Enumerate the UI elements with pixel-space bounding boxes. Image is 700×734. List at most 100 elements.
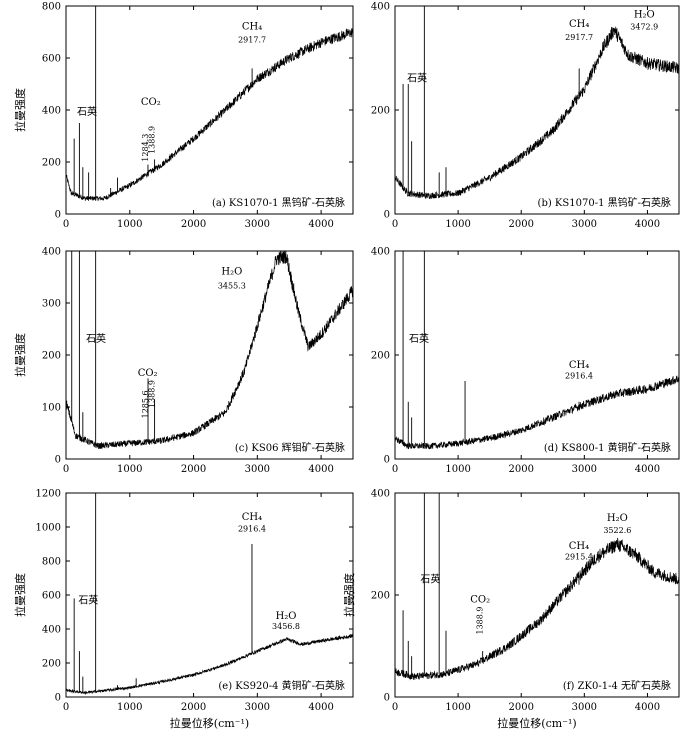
peak-label: 1285.6 <box>141 390 150 418</box>
peak-label: CH₄ <box>242 21 262 32</box>
x-tick-label: 1000 <box>445 219 470 230</box>
y-tick-label: 400 <box>42 247 61 258</box>
x-tick-label: 1000 <box>445 702 470 713</box>
y-axis-label: 拉曼强度 <box>13 88 27 132</box>
peak-label: 2916.4 <box>565 371 593 380</box>
peak-label: 石英 <box>86 332 106 345</box>
x-tick-label: 4000 <box>635 702 660 713</box>
x-tick-label: 0 <box>392 219 398 230</box>
peak-label: 1284.3 <box>141 134 150 162</box>
y-tick-label: 1000 <box>36 523 61 534</box>
x-tick-label: 2000 <box>181 702 206 713</box>
y-tick-label: 200 <box>371 106 390 117</box>
peak-label: 2917.7 <box>565 33 593 42</box>
peak-label: 3455.3 <box>218 281 246 290</box>
x-tick-label: 0 <box>392 464 398 475</box>
y-tick-label: 600 <box>42 54 61 65</box>
peak-label: 石英 <box>78 594 98 607</box>
y-axis-label: 拉曼强度 <box>342 573 356 617</box>
y-tick-label: 200 <box>42 158 61 169</box>
spectrum-line <box>395 375 679 450</box>
peak-label: 石英 <box>409 332 429 345</box>
y-tick-label: 200 <box>371 351 390 362</box>
peak-label: 1388.9 <box>148 380 157 408</box>
y-tick-label: 400 <box>42 106 61 117</box>
x-tick-label: 0 <box>63 702 69 713</box>
panel-caption: (d) KS800-1 黄铜矿-石英脉 <box>544 441 671 454</box>
x-tick-label: 1000 <box>117 464 142 475</box>
peak-label: 1388.9 <box>148 126 157 154</box>
x-tick-label: 3000 <box>572 464 597 475</box>
panel-caption: (b) KS1070-1 黑钨矿-石英脉 <box>538 196 671 209</box>
x-tick-label: 0 <box>63 219 69 230</box>
x-tick-label: 3000 <box>245 702 270 713</box>
x-tick-label: 2000 <box>508 464 533 475</box>
y-tick-label: 300 <box>42 299 61 310</box>
y-tick-label: 400 <box>42 625 61 636</box>
panel-caption: (f) ZK0-1-4 无矿石英脉 <box>563 679 671 692</box>
spectrum-line <box>395 537 679 681</box>
x-tick-label: 0 <box>63 464 69 475</box>
x-tick-label: 3000 <box>245 464 270 475</box>
y-tick-label: 0 <box>384 210 390 221</box>
peak-label: H₂O <box>221 266 242 277</box>
y-tick-label: 0 <box>384 455 390 466</box>
x-tick-label: 2000 <box>508 219 533 230</box>
peak-label: H₂O <box>276 611 297 622</box>
peak-label: CH₄ <box>242 512 262 523</box>
x-tick-label: 2000 <box>181 219 206 230</box>
panel-d: 0 1000 2000 3000 4000 0 200 400 (d) KS800-1 黄铜矿-… <box>371 247 680 475</box>
y-tick-label: 200 <box>42 351 61 362</box>
x-tick-label: 0 <box>392 702 398 713</box>
plot-frame <box>65 250 354 460</box>
panel-a: 0 1000 2000 3000 4000 0 200 400 600 800 拉曼强度 (a) KS… <box>13 2 354 230</box>
x-tick-label: 1000 <box>117 219 142 230</box>
y-tick-label: 800 <box>42 557 61 568</box>
x-tick-label: 4000 <box>308 464 333 475</box>
plot-frame <box>394 492 680 698</box>
y-tick-label: 0 <box>55 210 61 221</box>
peak-label: 2917.7 <box>238 35 266 44</box>
plot-frame <box>65 492 354 698</box>
x-tick-label: 3000 <box>572 702 597 713</box>
panel-caption: (e) KS920-4 黄铜矿-石英脉 <box>218 679 345 692</box>
peak-label: 1388.9 <box>476 607 485 635</box>
peak-label: H₂O <box>607 513 628 524</box>
peak-label: 石英 <box>407 71 427 84</box>
peak-label: H₂O <box>634 9 655 20</box>
peak-label: 石英 <box>77 105 97 118</box>
panel-caption: (a) KS1070-1 黑钨矿-石英脉 <box>212 196 345 209</box>
plot-frame <box>394 250 680 460</box>
plot-frame <box>65 5 354 215</box>
x-tick-label: 3000 <box>245 219 270 230</box>
x-axis-label: 拉曼位移(cm⁻¹) <box>497 716 576 730</box>
panel-caption: (c) KS06 辉钼矿-石英脉 <box>235 441 345 454</box>
x-tick-label: 2000 <box>508 702 533 713</box>
y-tick-label: 600 <box>42 591 61 602</box>
y-tick-label: 400 <box>371 489 390 500</box>
x-tick-label: 1000 <box>117 702 142 713</box>
y-tick-label: 0 <box>384 693 390 704</box>
y-tick-label: 800 <box>42 2 61 13</box>
x-axis-label: 拉曼位移(cm⁻¹) <box>170 716 249 730</box>
peak-label: 3456.8 <box>272 622 300 631</box>
y-axis-label: 拉曼强度 <box>13 333 27 377</box>
panel-e: 0 1000 2000 3000 4000 0 200 400 600 800 1000 1200 拉曼… <box>13 489 354 730</box>
panel-c: 0 1000 2000 3000 4000 0 100 200 300 400 拉曼强度 (c) KS… <box>13 247 354 475</box>
y-axis-label: 拉曼强度 <box>13 573 27 617</box>
peak-label: CH₄ <box>569 360 589 371</box>
peak-label: 石英 <box>420 572 440 585</box>
peak-label: 2915.4 <box>565 552 593 561</box>
y-tick-label: 0 <box>55 455 61 466</box>
y-tick-label: 100 <box>42 403 61 414</box>
x-tick-label: 2000 <box>181 464 206 475</box>
peak-label: CO₂ <box>141 97 161 108</box>
spectrum-line <box>395 26 679 199</box>
y-tick-label: 400 <box>371 2 390 13</box>
y-tick-label: 200 <box>371 591 390 602</box>
peak-label: CH₄ <box>569 541 589 552</box>
peak-label: 2916.4 <box>238 524 266 533</box>
peak-label: 3472.9 <box>630 22 658 31</box>
